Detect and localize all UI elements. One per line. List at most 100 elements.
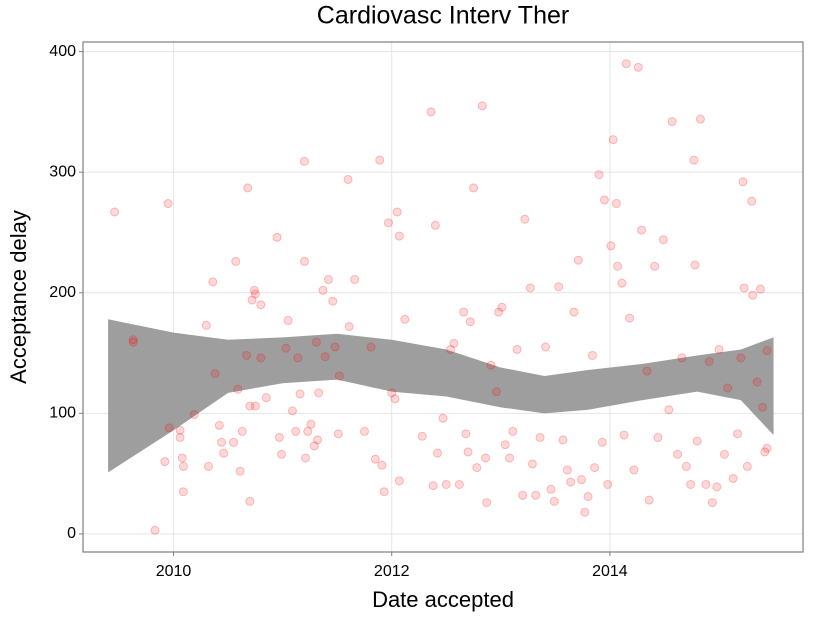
y-tick-label: 200	[49, 284, 76, 301]
point	[535, 432, 545, 442]
point	[707, 498, 717, 508]
point	[235, 466, 245, 476]
y-axis-label: Acceptance delay	[6, 210, 31, 384]
point	[549, 496, 559, 506]
point	[512, 344, 522, 354]
point	[748, 290, 758, 300]
point	[505, 453, 515, 463]
point	[681, 461, 691, 471]
point	[229, 437, 239, 447]
point	[311, 337, 321, 347]
point	[477, 101, 487, 111]
point	[587, 350, 597, 360]
point	[704, 357, 714, 367]
point	[377, 460, 387, 470]
point	[500, 440, 510, 450]
y-tick-label: 300	[49, 163, 76, 180]
point	[625, 313, 635, 323]
point	[719, 449, 729, 459]
point	[580, 507, 590, 517]
point	[287, 406, 297, 416]
point	[573, 255, 583, 265]
point	[738, 177, 748, 187]
point	[463, 447, 473, 457]
point	[256, 353, 266, 363]
point	[242, 350, 252, 360]
point	[277, 449, 287, 459]
y-tick-label: 0	[67, 525, 76, 542]
point	[328, 296, 338, 306]
point	[762, 346, 772, 356]
point	[482, 498, 492, 508]
point	[261, 393, 271, 403]
point	[446, 344, 456, 354]
points-layer	[110, 59, 772, 535]
point	[508, 426, 518, 436]
point	[245, 401, 255, 411]
x-tick-label: 2012	[374, 563, 410, 580]
point	[247, 295, 257, 305]
point	[323, 275, 333, 285]
point	[760, 447, 770, 457]
point	[566, 477, 576, 487]
point	[637, 225, 647, 235]
chart-title: Cardiovasc Interv Ther	[317, 2, 569, 30]
point	[350, 275, 360, 285]
point	[392, 207, 402, 217]
point	[690, 260, 700, 270]
point	[233, 384, 243, 394]
point	[344, 322, 354, 332]
point	[644, 495, 654, 505]
point	[201, 320, 211, 330]
point	[673, 449, 683, 459]
point	[689, 155, 699, 165]
point	[723, 383, 733, 393]
point	[491, 387, 501, 397]
point	[295, 389, 305, 399]
point	[494, 307, 504, 317]
point	[762, 443, 772, 453]
point	[712, 482, 722, 492]
point	[611, 199, 621, 209]
point	[677, 353, 687, 363]
point	[590, 463, 600, 473]
point	[518, 490, 528, 500]
point	[695, 114, 705, 124]
point	[733, 429, 743, 439]
confidence-band	[108, 319, 774, 473]
point	[245, 496, 255, 506]
point	[594, 170, 604, 180]
point	[400, 314, 410, 324]
point	[150, 525, 160, 535]
point	[178, 461, 188, 471]
point	[375, 155, 385, 165]
point	[318, 285, 328, 295]
point	[370, 454, 380, 464]
point	[250, 289, 260, 299]
point	[527, 459, 537, 469]
point	[175, 432, 185, 442]
grid	[83, 42, 803, 552]
point	[334, 371, 344, 381]
point	[330, 342, 340, 352]
point	[465, 317, 475, 327]
point	[164, 423, 174, 433]
point	[383, 218, 393, 228]
point	[653, 432, 663, 442]
point	[177, 453, 187, 463]
point	[608, 135, 618, 145]
point	[433, 448, 443, 458]
point	[739, 283, 749, 293]
point	[701, 479, 711, 489]
point	[163, 199, 173, 209]
x-axis-label: Date accepted	[372, 587, 514, 612]
point	[359, 426, 369, 436]
point	[214, 420, 224, 430]
point	[481, 453, 491, 463]
point	[742, 461, 752, 471]
point	[301, 453, 311, 463]
point	[428, 481, 438, 491]
point	[664, 405, 674, 415]
point	[175, 425, 185, 435]
